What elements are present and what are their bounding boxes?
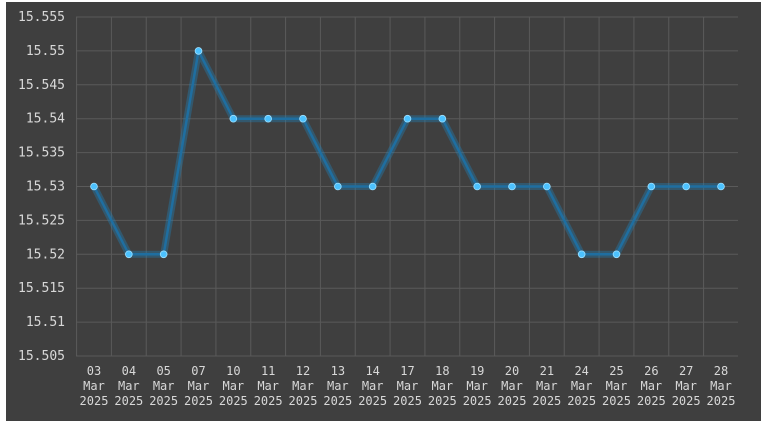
y-tick-label: 15.52 xyxy=(26,247,65,262)
x-tick-label: 2025 xyxy=(358,394,387,408)
x-tick-label: 26 xyxy=(644,364,658,378)
x-tick-label: 2025 xyxy=(254,394,283,408)
y-tick-label: 15.535 xyxy=(18,146,65,161)
data-point xyxy=(717,182,725,191)
x-tick-label: 2025 xyxy=(567,394,596,408)
chart-panel: 15.555 15.55 15.545 15.54 15.535 15.53 15.525 1… xyxy=(6,2,761,421)
x-tick-label: Mar xyxy=(292,379,314,393)
data-point xyxy=(299,114,307,123)
data-point xyxy=(334,182,342,191)
x-tick-label: 14 xyxy=(365,364,379,378)
x-tick-label: 28 xyxy=(714,364,728,378)
x-tick-label: 2025 xyxy=(428,394,457,408)
x-tick-label: 2025 xyxy=(289,394,318,408)
data-point xyxy=(368,182,377,191)
x-tick-label: 24 xyxy=(574,364,588,378)
x-tick-label: 13 xyxy=(331,364,345,378)
x-tick-label: Mar xyxy=(710,379,732,393)
x-tick-label: 2025 xyxy=(602,394,631,408)
data-point xyxy=(159,250,168,259)
data-point xyxy=(264,114,272,123)
data-point xyxy=(403,114,412,123)
data-point xyxy=(682,182,690,191)
data-point xyxy=(90,182,98,191)
x-tick-label: 17 xyxy=(400,364,414,378)
x-tick-label: 2025 xyxy=(393,394,422,408)
x-tick-label: 2025 xyxy=(672,394,701,408)
y-tick-label: 15.54 xyxy=(26,112,65,127)
x-tick-label: Mar xyxy=(83,379,105,393)
x-tick-label: 2025 xyxy=(323,394,352,408)
x-tick-label: 20 xyxy=(505,364,519,378)
x-tick-label: Mar xyxy=(466,379,488,393)
x-tick-label: Mar xyxy=(257,379,279,393)
x-tick-label: Mar xyxy=(327,379,349,393)
x-tick-label: Mar xyxy=(188,379,210,393)
x-tick-label: 2025 xyxy=(80,394,109,408)
x-tick-label: 21 xyxy=(540,364,554,378)
x-tick-label: 11 xyxy=(261,364,275,378)
x-tick-label: 2025 xyxy=(532,394,561,408)
x-tick-label: Mar xyxy=(431,379,453,393)
x-tick-label: Mar xyxy=(536,379,558,393)
x-tick-label: Mar xyxy=(397,379,419,393)
x-tick-label: 19 xyxy=(470,364,484,378)
x-tick-label: Mar xyxy=(501,379,523,393)
data-point xyxy=(508,182,516,191)
x-tick-label: Mar xyxy=(222,379,244,393)
x-tick-label: 04 xyxy=(122,364,136,378)
y-tick-label: 15.51 xyxy=(26,315,65,330)
data-point xyxy=(577,250,586,259)
data-point xyxy=(438,114,447,123)
x-tick-label: 2025 xyxy=(707,394,736,408)
line-chart: 15.555 15.55 15.545 15.54 15.535 15.53 15.525 1… xyxy=(18,10,738,408)
x-tick-label: 07 xyxy=(191,364,205,378)
x-tick-label: 2025 xyxy=(219,394,248,408)
y-tick-label: 15.545 xyxy=(18,78,65,93)
x-tick-label: 25 xyxy=(609,364,623,378)
x-tick-label: 2025 xyxy=(463,394,492,408)
x-tick-label: Mar xyxy=(606,379,628,393)
x-tick-label: 12 xyxy=(296,364,310,378)
data-point xyxy=(125,250,133,259)
data-point xyxy=(647,182,656,191)
x-tick-label: Mar xyxy=(675,379,697,393)
y-tick-label: 15.515 xyxy=(18,281,65,296)
x-tick-label: Mar xyxy=(362,379,384,393)
x-tick-label: 05 xyxy=(156,364,170,378)
data-point xyxy=(473,182,481,191)
x-tick-label: 2025 xyxy=(498,394,527,408)
x-tick-label: 18 xyxy=(435,364,449,378)
data-point xyxy=(543,182,551,191)
y-tick-label: 15.555 xyxy=(18,10,65,25)
y-tick-label: 15.53 xyxy=(26,180,65,195)
x-tick-label: 2025 xyxy=(149,394,178,408)
y-tick-label: 15.55 xyxy=(26,44,65,59)
x-tick-label: Mar xyxy=(571,379,593,393)
x-tick-label: 03 xyxy=(87,364,101,378)
data-point xyxy=(229,114,238,123)
x-tick-label: 2025 xyxy=(637,394,666,408)
x-tick-label: 2025 xyxy=(114,394,143,408)
data-point xyxy=(612,250,621,259)
y-tick-label: 15.505 xyxy=(18,349,65,364)
x-tick-label: Mar xyxy=(640,379,662,393)
data-point xyxy=(194,47,203,55)
x-tick-label: 10 xyxy=(226,364,240,378)
x-tick-label: 2025 xyxy=(184,394,213,408)
x-tick-label: Mar xyxy=(153,379,175,393)
x-tick-label: Mar xyxy=(118,379,140,393)
y-tick-label: 15.525 xyxy=(18,213,65,228)
x-tick-label: 27 xyxy=(679,364,693,378)
